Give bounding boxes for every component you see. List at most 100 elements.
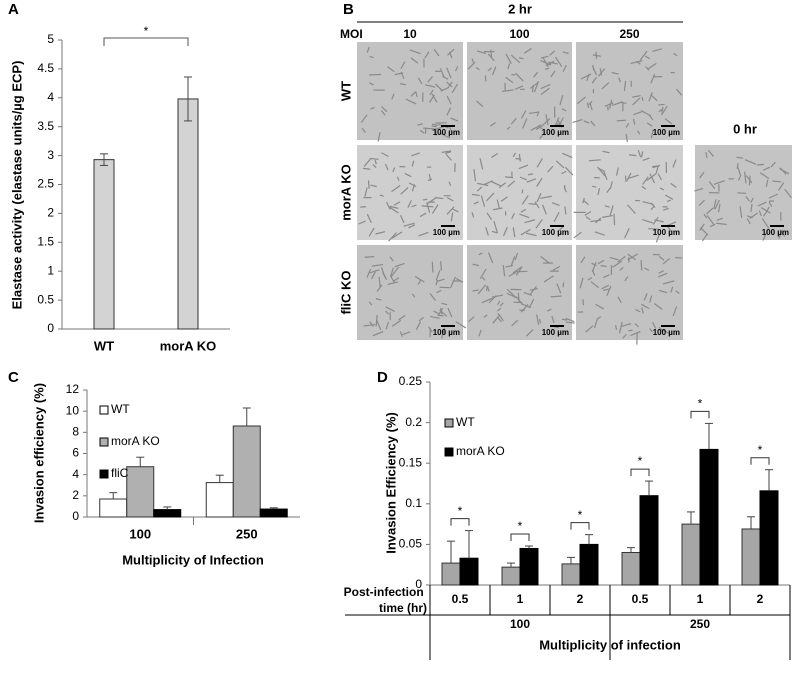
cell [593,319,598,329]
y-tick-label: 0 [47,321,54,335]
cell [415,321,422,331]
cell [748,175,751,186]
moi-label: MOI [340,27,363,41]
panel-letter: D [377,369,388,386]
cell [369,73,382,76]
cell [491,230,498,234]
cell [617,256,626,263]
cell [366,46,370,53]
row-label-part: time (hr) [379,601,427,615]
y-tick-label: 8 [72,425,79,439]
cell [553,211,560,222]
cell [521,195,529,205]
cell [512,227,516,238]
cell [652,216,659,225]
cell [500,196,508,202]
cell [485,226,489,236]
cell [653,303,663,310]
cell [388,205,399,214]
cell [590,120,596,127]
cell [477,50,487,55]
cell [481,297,493,304]
cell [538,318,542,324]
x-tick-label: 0.5 [632,592,649,606]
cell [427,76,434,83]
cell [606,285,612,296]
cell [590,219,602,223]
cell [694,187,704,192]
cell [422,198,428,201]
bar [441,562,461,586]
cell [630,60,643,65]
micrograph [572,42,683,143]
cell [602,214,613,218]
cell [430,315,440,319]
y-tick-label: 0.2 [405,415,422,429]
cell [431,93,438,103]
cell [534,201,540,209]
cell [749,212,758,219]
sig-bracket [690,410,710,419]
cell [448,126,453,134]
y-tick-label: 3.5 [37,119,54,133]
cell [475,66,480,71]
cell [436,278,445,283]
cell [518,164,529,170]
cell [626,172,632,182]
micrograph-bg [467,245,572,340]
cell [498,182,507,189]
cell [536,177,543,187]
cell [784,188,792,199]
cell [565,317,575,323]
cell [670,286,674,293]
cell [471,58,475,63]
cell [609,256,619,261]
cell [601,284,610,290]
y-tick-label: 4.5 [37,61,54,75]
cell [468,316,475,323]
cell [543,275,554,283]
cell [746,218,751,225]
bar [459,557,479,586]
cell [655,166,659,174]
bar [681,523,701,586]
cell [589,102,593,111]
cell [491,294,504,298]
cell [639,50,648,61]
cell [431,126,442,131]
cell [368,301,373,306]
cell [585,325,594,333]
cell [489,121,496,127]
cell [619,266,624,271]
column-label: 250 [619,27,639,41]
cell [616,119,626,122]
cell [399,83,406,86]
cell [650,94,658,102]
cell [706,207,714,215]
cell [561,318,568,321]
cell [440,261,442,271]
cell [625,133,628,143]
cell [400,187,409,195]
cell [496,199,501,209]
micrograph [357,42,463,142]
micrograph-bg [467,145,572,240]
cell [380,105,388,113]
cell [637,149,642,158]
y-tick-label: 0.15 [399,455,423,469]
cell [369,157,379,160]
cell [650,73,656,84]
cell [527,173,534,176]
cell [409,49,421,55]
cell [369,82,374,86]
scale-label: 100 µm [542,328,569,337]
cell [431,123,439,126]
cell [411,152,421,157]
cell [379,194,384,197]
bar [259,508,288,518]
cell [407,200,412,208]
cell [555,160,565,169]
cell [481,276,486,281]
cell [611,71,619,75]
cell [371,263,384,267]
